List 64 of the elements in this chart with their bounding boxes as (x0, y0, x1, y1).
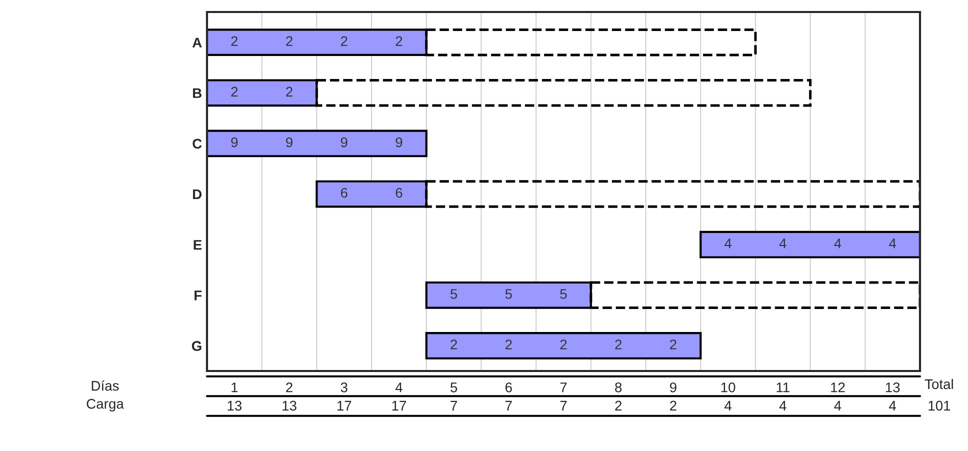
annotation: 2 (450, 340, 457, 350)
bar (425, 332, 702, 360)
text: 7 (450, 400, 457, 410)
text: 7 (506, 400, 512, 410)
annotation: 2 (340, 36, 348, 46)
x-tick-label: 11 (776, 382, 790, 392)
text: 2 (615, 400, 622, 410)
y-tick-label: D (193, 190, 202, 200)
text: 4 (834, 400, 842, 410)
y-tick-label: B (193, 88, 202, 98)
annotation: 5 (505, 289, 512, 299)
x-tick-label: 5 (450, 382, 458, 392)
annotation: 2 (286, 36, 292, 46)
annotation: 2 (286, 86, 292, 96)
text: 17 (337, 400, 352, 410)
annotation: 4 (724, 238, 732, 248)
y-tick-label: C (192, 138, 202, 149)
text: Carga (86, 398, 124, 412)
annotation: 6 (340, 188, 348, 198)
x-tick-label: 9 (670, 382, 676, 392)
text: Días (92, 380, 119, 391)
annotation: 9 (231, 137, 238, 148)
annotation: 2 (396, 36, 402, 46)
y-tick-label: E (194, 240, 202, 250)
annotation: 4 (889, 238, 896, 248)
x-tick-label: 13 (886, 382, 900, 392)
annotation: 2 (615, 340, 622, 350)
annotation: 5 (560, 289, 567, 299)
x-tick-label: 3 (340, 382, 348, 392)
text: 4 (724, 400, 732, 410)
annotation: 2 (505, 340, 512, 350)
y-tick-label: F (194, 290, 202, 300)
annotation: 2 (231, 86, 238, 96)
bar (207, 130, 428, 158)
annotation: 2 (560, 340, 567, 350)
bar (700, 230, 920, 258)
text: 17 (392, 400, 406, 410)
x-tick-label: 6 (505, 382, 512, 392)
annotation: 4 (834, 238, 842, 248)
x-tick-label: 7 (560, 382, 567, 392)
x-tick-label: 4 (395, 382, 402, 392)
y-tick-label: G (192, 341, 202, 351)
annotation: 4 (779, 238, 786, 248)
annotation: 6 (396, 188, 402, 198)
text: 13 (228, 400, 242, 411)
text: 4 (779, 400, 786, 410)
text: 2 (670, 400, 676, 410)
text: 7 (560, 400, 567, 410)
annotation: 9 (286, 137, 292, 148)
annotation: 2 (670, 340, 676, 350)
x-tick-label: 2 (286, 382, 292, 392)
x-tick-label: 8 (615, 382, 622, 392)
annotation: 2 (231, 36, 238, 46)
text: Total (924, 378, 953, 390)
text: 4 (889, 400, 896, 410)
text: 101 (928, 400, 950, 411)
text: 13 (282, 400, 296, 411)
y-tick-label: A (192, 38, 202, 48)
annotation: 5 (450, 289, 458, 299)
x-tick-label: 12 (831, 382, 845, 392)
x-tick-label: 10 (721, 382, 736, 392)
x-tick-label: 1 (232, 382, 238, 392)
annotation: 9 (340, 137, 348, 148)
annotation: 9 (396, 137, 402, 148)
